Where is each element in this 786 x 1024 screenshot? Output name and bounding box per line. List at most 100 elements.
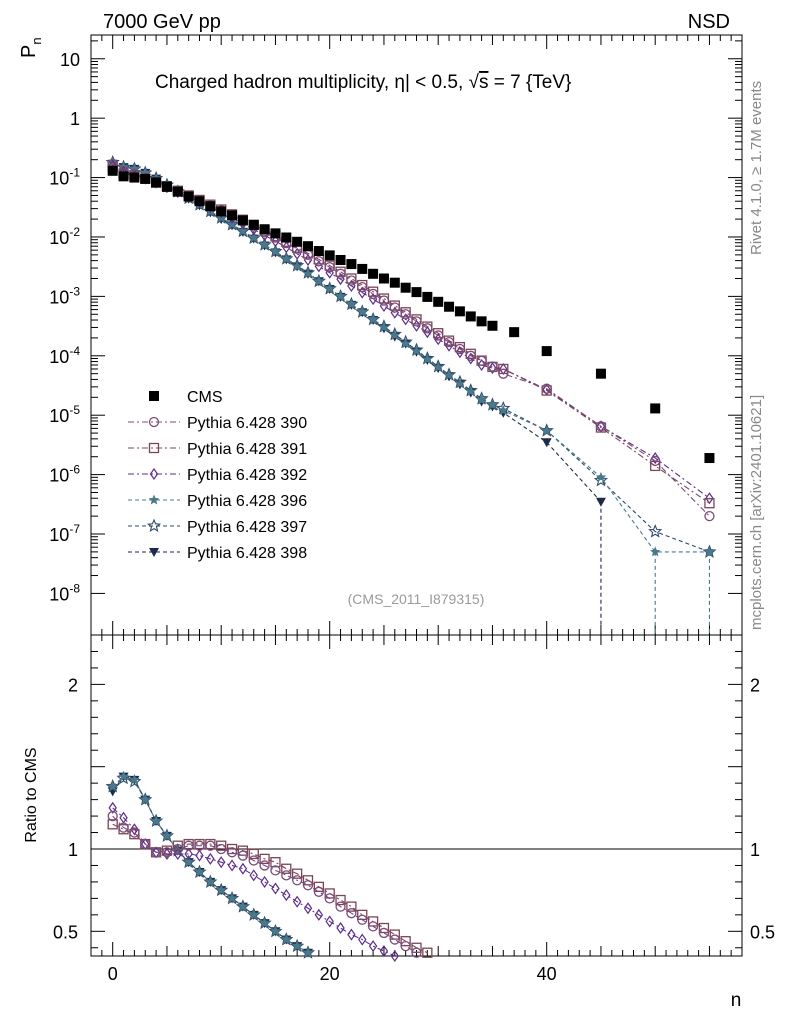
ratio-series-line — [112, 815, 417, 954]
main-data-point — [443, 369, 455, 380]
ratio-data-point — [346, 908, 357, 919]
x-tick-label: 20 — [320, 964, 340, 984]
main-y-tick-label: 10-3 — [49, 284, 80, 307]
analysis-watermark: (CMS_2011_I879315) — [348, 591, 485, 607]
main-data-point — [454, 378, 466, 389]
ratio-data-point — [105, 779, 120, 793]
main-data-point — [346, 259, 357, 270]
main-data-point — [476, 355, 487, 367]
ratio-data-point — [271, 882, 280, 895]
legend-marker — [148, 442, 160, 454]
ratio-data-point — [291, 940, 303, 951]
main-data-point — [541, 383, 552, 394]
title-prefix: Charged hadron multiplicity, — [155, 72, 394, 93]
tick-exponent: -2 — [69, 225, 80, 239]
ratio-y-tick-label: 0.5 — [53, 922, 78, 942]
main-data-point — [205, 201, 216, 212]
main-data-point — [259, 224, 270, 235]
main-y-tick-label: 10-5 — [49, 403, 80, 426]
title-suffix: = 7 {TeV} — [488, 72, 571, 93]
main-data-point — [324, 250, 335, 261]
ratio-data-point — [290, 938, 305, 953]
ratio-data-point — [107, 819, 118, 830]
ratio-data-point — [194, 866, 205, 877]
ratio-data-point — [260, 875, 269, 888]
tick-base: 10 — [49, 584, 69, 604]
main-data-point — [335, 290, 346, 301]
ratio-data-point — [226, 892, 238, 903]
main-data-point — [648, 524, 663, 538]
tick-exponent: -1 — [69, 166, 80, 180]
ratio-data-point — [358, 933, 367, 946]
main-data-point — [465, 311, 476, 322]
ratio-ylabel: Ratio to CMS — [23, 747, 40, 842]
ratio-data-point — [282, 889, 291, 902]
ratio-data-point — [226, 847, 238, 858]
ratio-data-point — [129, 774, 140, 785]
main-data-point — [324, 283, 335, 294]
ratio-data-point — [172, 840, 183, 851]
main-data-point — [151, 177, 162, 188]
main-data-point — [487, 320, 498, 331]
main-data-point — [411, 316, 422, 327]
main-data-point — [194, 196, 205, 207]
ratio-data-point — [259, 917, 270, 928]
ratio-data-point — [192, 864, 207, 879]
main-data-point — [411, 287, 422, 298]
main-y-tick-label: 10-4 — [49, 344, 80, 367]
main-y-tick-label: 10-2 — [49, 225, 80, 248]
ratio-data-point — [214, 882, 229, 897]
main-data-point — [335, 254, 346, 265]
main-data-point — [324, 262, 335, 273]
ratio-data-point — [270, 857, 281, 868]
tick-base: 10 — [49, 228, 69, 248]
ratio-data-point — [118, 822, 129, 833]
main-series-line — [112, 164, 710, 499]
main-data-point — [454, 343, 466, 355]
ratio-data-point — [270, 925, 281, 936]
ratio-data-point — [313, 881, 325, 893]
main-data-point — [367, 313, 379, 324]
legend-marker — [146, 518, 162, 533]
ratio-data-point — [248, 909, 259, 920]
title-eta-cond: | < 0.5, — [405, 72, 469, 93]
main-data-point — [400, 338, 411, 349]
main-data-point — [444, 301, 455, 312]
ratio-data-point — [246, 907, 261, 921]
ratio-data-point — [159, 828, 175, 842]
main-data-point — [335, 268, 346, 279]
ratio-data-point — [303, 902, 313, 915]
tick-exponent: -6 — [69, 463, 80, 477]
ratio-data-point — [291, 868, 303, 879]
main-data-point — [366, 311, 381, 326]
main-data-point — [411, 345, 422, 356]
main-data-point — [422, 353, 433, 364]
ratio-data-point — [300, 945, 316, 959]
legend: CMS Pythia 6.428 390 Pythia 6.428 391 Pythi… — [128, 389, 307, 562]
main-data-point — [344, 296, 359, 311]
legend-label: CMS — [187, 389, 223, 406]
ratio-data-point — [257, 915, 272, 930]
main-data-point — [107, 165, 118, 176]
main-data-point — [433, 330, 444, 341]
ratio-data-point — [302, 947, 314, 958]
ratio-data-point — [150, 847, 162, 858]
main-data-point — [161, 181, 172, 192]
main-data-point — [650, 455, 661, 467]
main-data-point — [346, 275, 357, 286]
tick-exponent: -4 — [69, 344, 80, 358]
ratio-data-point — [279, 932, 294, 946]
main-data-point — [248, 232, 259, 243]
main-y-tick-label: 10-6 — [49, 463, 80, 486]
ratio-data-point — [259, 853, 270, 865]
main-data-point — [705, 492, 714, 505]
ratio-data-point — [390, 949, 400, 963]
ratio-data-point — [205, 840, 216, 851]
legend-marker — [149, 467, 159, 481]
main-title: Charged hadron multiplicity, η| < 0.5, √… — [155, 72, 571, 93]
main-data-point — [224, 217, 240, 231]
tick-base: 10 — [60, 50, 80, 70]
ratio-data-point — [378, 922, 390, 934]
main-data-point — [237, 225, 249, 236]
ratio-series-layer — [105, 770, 433, 963]
